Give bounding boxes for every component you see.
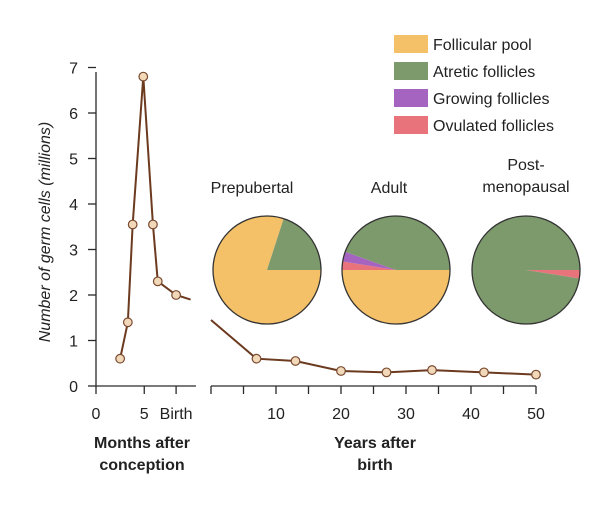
x-tick-label-years: 40 (462, 406, 480, 423)
pie-slice-ovulated-follicles (342, 261, 396, 270)
legend-label: Ovulated follicles (433, 118, 554, 135)
y-tick-label: 1 (69, 334, 78, 351)
data-point-months (171, 290, 181, 300)
series-line-months (119, 76, 191, 359)
x-tick-label-years: 10 (267, 406, 285, 423)
data-point-months (148, 219, 158, 230)
data-point-months (152, 276, 163, 287)
points-layer (115, 71, 541, 380)
axes-layer: 0 1 2 3 4 5 6 7 0 5 Birth Months after conception 10 2… (69, 61, 545, 475)
data-point-months (115, 353, 126, 364)
y-tick-label: 4 (69, 197, 78, 214)
x-tick-label-months: Birth (160, 406, 193, 423)
y-tick-label: 2 (69, 288, 78, 305)
labels-layer: Number of germ cells (millions) Prepuber… (37, 122, 570, 343)
pie-title: Post- (507, 157, 544, 174)
x-tick-label-years: 50 (527, 406, 545, 423)
data-point-years (427, 365, 437, 375)
data-point-years (251, 353, 262, 364)
pie-slice-ovulated-follicles (526, 270, 580, 279)
pie-outline (341, 215, 451, 325)
x-tick-label-months: 5 (140, 406, 149, 423)
pie-title: Adult (371, 180, 408, 197)
data-point-months (138, 71, 149, 82)
legend-label: Atretic follicles (433, 64, 535, 81)
series-line-years (210, 319, 537, 376)
legend-label: Growing follicles (433, 91, 549, 108)
y-tick-label: 7 (69, 61, 78, 78)
legend-swatch (394, 35, 428, 53)
pie-slice-growing-follicles (342, 251, 396, 270)
y-tick-label: 3 (69, 243, 78, 260)
y-tick-label: 6 (69, 106, 78, 123)
pie-title: menopausal (482, 179, 569, 196)
pie-slice-atretic-follicles (471, 215, 580, 324)
pie-slice-follicular-pool (342, 270, 450, 324)
data-point-years (336, 366, 346, 376)
y-axis-label: Number of germ cells (millions) (37, 122, 54, 343)
pie-outline (471, 215, 581, 325)
data-point-years (381, 367, 392, 378)
x-axis-label-months-line1: Months after (94, 435, 190, 452)
legend-swatch (394, 62, 428, 80)
legend-label: Follicular pool (433, 37, 532, 54)
data-point-months (127, 219, 138, 230)
data-point-years (531, 369, 541, 380)
data-point-months (122, 317, 133, 328)
x-axis-label-months-line2: conception (99, 457, 184, 474)
pie-slice-atretic-follicles (267, 218, 321, 270)
pie-outline (212, 215, 322, 325)
pie-slice-atretic-follicles (345, 216, 450, 270)
x-tick-label-months: 0 (92, 406, 101, 423)
data-point-years (290, 356, 301, 366)
y-tick-label: 5 (69, 152, 78, 169)
x-axis-label-years-line2: birth (357, 457, 393, 474)
x-tick-label-years: 30 (397, 406, 415, 423)
x-tick-label-years: 20 (332, 406, 350, 423)
data-point-years (479, 367, 489, 378)
legend-swatch (394, 89, 428, 107)
legend-swatch (394, 116, 428, 134)
pie-title: Prepubertal (211, 180, 294, 197)
x-axis-label-years-line1: Years after (334, 435, 416, 452)
pies-layer (212, 215, 581, 325)
y-tick-label: 0 (69, 379, 78, 396)
legend-layer: Follicular pool Atretic follicles Growing … (394, 35, 554, 135)
